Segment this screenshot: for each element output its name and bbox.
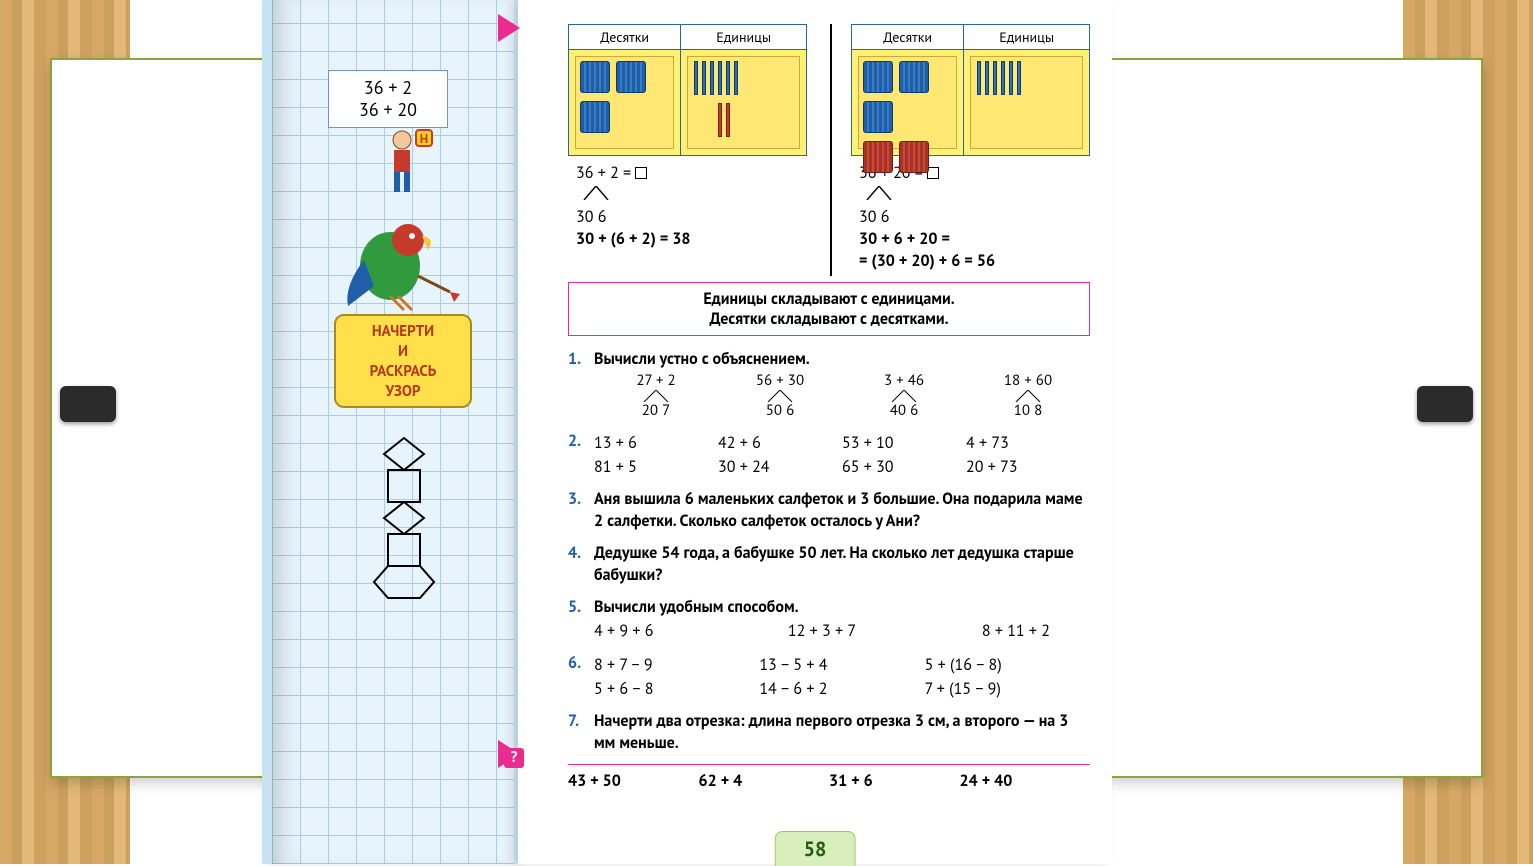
task5-title: Вычисли удобным способом. xyxy=(594,596,1090,618)
task-5: 5. Вычисли удобным способом. 4 + 9 + 612… xyxy=(568,596,1090,642)
intro-box: 36 + 2 36 + 20 xyxy=(328,70,448,128)
task-number: 7. xyxy=(568,710,594,754)
intro-expr-1: 36 + 2 xyxy=(339,77,437,99)
geometric-pattern xyxy=(366,436,442,606)
sign-line-2: И xyxy=(336,342,470,362)
t1-col: 27 + 2 20 7 xyxy=(594,372,718,420)
calc-r4: = (30 + 20) + 6 = 56 xyxy=(859,250,1090,272)
hdr-tens: Десятки xyxy=(852,25,964,50)
sign-line-3: РАСКРАСЬ xyxy=(336,362,470,382)
task-number: 4. xyxy=(568,542,594,586)
child-illustration: Н xyxy=(382,128,434,198)
task4-text: Дедушке 54 года, а бабушке 50 лет. На ск… xyxy=(594,542,1090,586)
task-6: 6. 8 + 7 − 913 − 5 + 45 + (16 − 8) 5 + 6… xyxy=(568,652,1090,700)
split-lines-icon xyxy=(859,186,919,200)
calc-l1: 36 + 2 = xyxy=(576,163,635,183)
task3-text: Аня вышила 6 маленьких салфеток и 3 боль… xyxy=(594,488,1090,532)
rule-line-1: Единицы складывают с единицами. xyxy=(579,289,1079,309)
place-value-table: Десятки Единицы xyxy=(568,24,807,156)
task-number: 2. xyxy=(568,430,594,478)
textbook-page: ? Десятки Единицы 36 + 2 = xyxy=(518,0,1112,864)
hdr-ones: Единицы xyxy=(964,25,1090,50)
intro-expr-2: 36 + 20 xyxy=(339,99,437,121)
tens-pocket xyxy=(852,50,964,156)
task1-title: Вычисли устно с объяснением. xyxy=(594,348,1090,370)
page-number: 58 xyxy=(775,831,856,866)
ones-pocket xyxy=(681,50,807,156)
bottom-exercises: 43 + 50 62 + 4 31 + 6 24 + 40 xyxy=(568,771,1090,791)
task7-text: Начерти два отрезка: длина первого отрез… xyxy=(594,710,1090,754)
square-box-icon xyxy=(635,167,647,179)
sign-line-1: НАЧЕРТИ xyxy=(336,322,470,342)
task-7: 7. Начерти два отрезка: длина первого от… xyxy=(568,710,1090,754)
pink-rule xyxy=(568,764,1090,765)
calc-l3: 30 + (6 + 2) = 38 xyxy=(576,228,807,250)
task-number: 1. xyxy=(568,348,594,420)
svg-text:Н: Н xyxy=(420,130,428,147)
question-mark-icon: ? xyxy=(504,748,524,768)
binder-clasp-left xyxy=(60,386,116,422)
diagram-left: Десятки Единицы 36 + 2 = 30 6 30 + (6 xyxy=(568,24,807,272)
task-number: 6. xyxy=(568,652,594,700)
calc-l2: 30 6 xyxy=(576,206,807,228)
calc-left: 36 + 2 = 30 6 30 + (6 + 2) = 38 xyxy=(576,162,807,250)
task-2: 2. 13 + 642 + 653 + 104 + 73 81 + 530 + … xyxy=(568,430,1090,478)
parrot-illustration xyxy=(334,206,464,316)
calc-r2: 30 6 xyxy=(859,206,1090,228)
task1-row: 27 + 2 20 7 56 + 30 50 6 3 + 46 40 6 18 … xyxy=(594,372,1090,420)
ones-pocket xyxy=(964,50,1090,156)
split-lines-icon xyxy=(576,186,636,200)
task-4: 4. Дедушке 54 года, а бабушке 50 лет. На… xyxy=(568,542,1090,586)
calc-right: 36 + 20 = 30 6 30 + 6 + 20 = = (30 + 20)… xyxy=(859,162,1090,272)
vertical-divider xyxy=(830,24,832,276)
place-value-table: Десятки Единицы xyxy=(851,24,1090,156)
rule-box: Единицы складывают с единицами. Десятки … xyxy=(568,282,1090,336)
task-1: 1. Вычисли устно с объяснением. 27 + 2 2… xyxy=(568,348,1090,420)
diagram-right: Десятки Единицы 36 + 20 = 30 6 30 + 6 xyxy=(851,24,1090,272)
yellow-sign: НАЧЕРТИ И РАСКРАСЬ УЗОР xyxy=(334,314,472,408)
hdr-ones: Единицы xyxy=(681,25,807,50)
pink-arrow-icon xyxy=(498,14,520,42)
t1-col: 3 + 46 40 6 xyxy=(842,372,966,420)
task-3: 3. Аня вышила 6 маленьких салфеток и 3 б… xyxy=(568,488,1090,532)
rule-line-2: Десятки складывают с десятками. xyxy=(579,309,1079,329)
diagram-row: Десятки Единицы 36 + 2 = 30 6 30 + (6 xyxy=(568,24,1090,272)
sign-line-4: УЗОР xyxy=(336,382,470,402)
t1-col: 56 + 30 50 6 xyxy=(718,372,842,420)
task-number: 3. xyxy=(568,488,594,532)
tens-pocket xyxy=(569,50,681,156)
binder-clasp-right xyxy=(1417,386,1473,422)
task-number: 5. xyxy=(568,596,594,642)
hdr-tens: Десятки xyxy=(569,25,681,50)
calc-r3: 30 + 6 + 20 = xyxy=(859,228,1090,250)
grid-page: 36 + 2 36 + 20 Н НАЧЕРТИ И РАСКРАСЬ УЗОР xyxy=(262,0,518,864)
t1-col: 18 + 60 10 8 xyxy=(966,372,1090,420)
